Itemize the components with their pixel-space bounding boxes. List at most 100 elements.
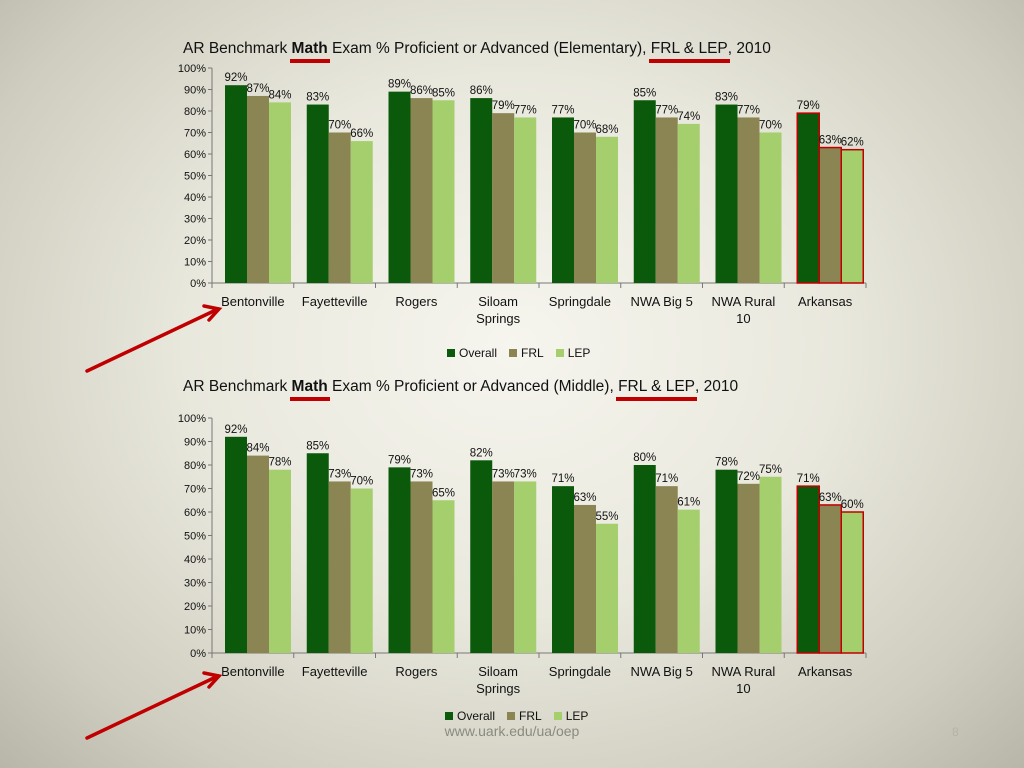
- title-prefix: AR Benchmark: [183, 40, 292, 57]
- y-tick-label: 70%: [184, 484, 206, 496]
- category-label: NWA Rural: [711, 664, 775, 679]
- legend-swatch-overall: [445, 712, 453, 720]
- data-label-overall: 71%: [551, 473, 574, 485]
- legend-swatch-lep: [555, 349, 564, 357]
- data-label-lep: 74%: [677, 111, 700, 123]
- data-label-lep: 75%: [759, 464, 782, 476]
- y-tick-label: 50%: [184, 171, 206, 183]
- legend-item-lep: LEP: [555, 346, 590, 360]
- bar-lep: [596, 136, 618, 283]
- bar-lep: [840, 511, 864, 654]
- bar-frl: [247, 95, 269, 283]
- y-tick-label: 10%: [184, 625, 206, 637]
- category-label: NWA Big 5: [630, 294, 692, 309]
- title-suffix: , 2010: [727, 40, 771, 57]
- y-tick-label: 0%: [190, 648, 206, 660]
- bar-lep: [269, 102, 291, 284]
- bar-overall: [388, 467, 411, 653]
- bar-frl: [737, 483, 760, 653]
- data-label-frl: 87%: [246, 83, 269, 95]
- y-tick-label: 80%: [184, 106, 206, 118]
- bar-lep: [677, 509, 700, 653]
- bar-overall: [715, 469, 738, 653]
- bar-frl: [492, 481, 515, 653]
- bar-lep: [514, 117, 537, 283]
- category-label: Springdale: [549, 294, 611, 309]
- legend-item-overall: Overall: [445, 709, 495, 723]
- category-label: Fayetteville: [302, 294, 368, 309]
- bar-overall: [470, 460, 493, 653]
- y-tick-label: 70%: [184, 128, 206, 140]
- category-label: Siloam: [478, 294, 518, 309]
- y-tick-label: 10%: [184, 257, 206, 269]
- y-tick-label: 40%: [184, 554, 206, 566]
- bar-lep: [269, 469, 291, 653]
- category-label: Arkansas: [798, 294, 853, 309]
- legend-swatch-lep: [553, 712, 562, 720]
- data-label-lep: 65%: [432, 487, 455, 499]
- legend-middle: Overall FRL LEP: [445, 709, 588, 723]
- title-level: Elementary: [558, 40, 638, 57]
- data-label-frl: 73%: [492, 468, 515, 480]
- y-tick-label: 60%: [184, 507, 206, 519]
- bar-overall: [552, 117, 574, 283]
- legend-swatch-overall: [447, 349, 455, 357]
- y-tick-label: 40%: [184, 192, 206, 204]
- bar-frl: [328, 132, 351, 283]
- data-label-overall: 71%: [797, 473, 820, 485]
- data-label-frl: 84%: [246, 443, 269, 455]
- data-label-frl: 79%: [492, 100, 515, 112]
- legend-item-frl: FRL: [509, 346, 544, 360]
- bar-overall: [470, 98, 493, 283]
- bar-lep: [350, 141, 373, 283]
- bar-overall: [715, 104, 738, 283]
- title-math-underlined: Math: [289, 378, 330, 401]
- legend-item-lep: LEP: [553, 709, 588, 723]
- category-label: Rogers: [395, 664, 437, 679]
- title-frl-lep-underlined: FRL & LEP: [616, 378, 697, 401]
- bar-overall: [388, 91, 411, 284]
- bar-lep: [514, 481, 537, 653]
- bar-frl: [655, 486, 678, 653]
- category-label: Bentonville: [221, 664, 285, 679]
- data-label-lep: 85%: [432, 87, 455, 99]
- category-label: Bentonville: [221, 294, 285, 309]
- bar-frl: [574, 132, 596, 283]
- bar-frl: [655, 117, 678, 283]
- data-label-lep: 60%: [841, 499, 864, 511]
- category-label: Springs: [476, 681, 521, 696]
- data-label-lep: 62%: [841, 137, 864, 149]
- bar-overall: [552, 486, 574, 653]
- data-label-frl: 71%: [655, 473, 678, 485]
- bar-frl: [492, 113, 515, 284]
- data-label-lep: 77%: [514, 104, 537, 116]
- y-tick-label: 90%: [184, 85, 206, 97]
- bar-overall: [796, 485, 820, 654]
- category-label: Springs: [476, 311, 521, 326]
- bar-overall: [225, 85, 247, 283]
- category-label: Fayetteville: [302, 664, 368, 679]
- data-label-overall: 85%: [306, 440, 329, 452]
- title-prefix: AR Benchmark: [183, 378, 292, 395]
- data-label-lep: 84%: [268, 89, 291, 101]
- y-tick-label: 50%: [184, 531, 206, 543]
- data-label-frl: 86%: [410, 85, 433, 97]
- bar-lep: [840, 148, 864, 284]
- y-tick-label: 20%: [184, 235, 206, 247]
- bar-frl: [410, 98, 433, 283]
- data-label-frl: 73%: [328, 468, 351, 480]
- bar-frl: [410, 481, 433, 653]
- data-label-lep: 66%: [350, 128, 373, 140]
- data-label-overall: 86%: [470, 85, 493, 97]
- data-label-frl: 63%: [819, 135, 842, 147]
- data-label-lep: 78%: [268, 457, 291, 469]
- bar-lep: [759, 476, 782, 653]
- bar-frl: [818, 504, 842, 654]
- legend-swatch-frl: [507, 712, 516, 720]
- category-label: 10: [736, 681, 750, 696]
- bar-overall: [633, 465, 656, 653]
- y-tick-label: 0%: [190, 278, 206, 290]
- category-label: Rogers: [395, 294, 437, 309]
- footer-url[interactable]: www.uark.edu/ua/oep: [444, 723, 580, 739]
- y-tick-label: 30%: [184, 214, 206, 226]
